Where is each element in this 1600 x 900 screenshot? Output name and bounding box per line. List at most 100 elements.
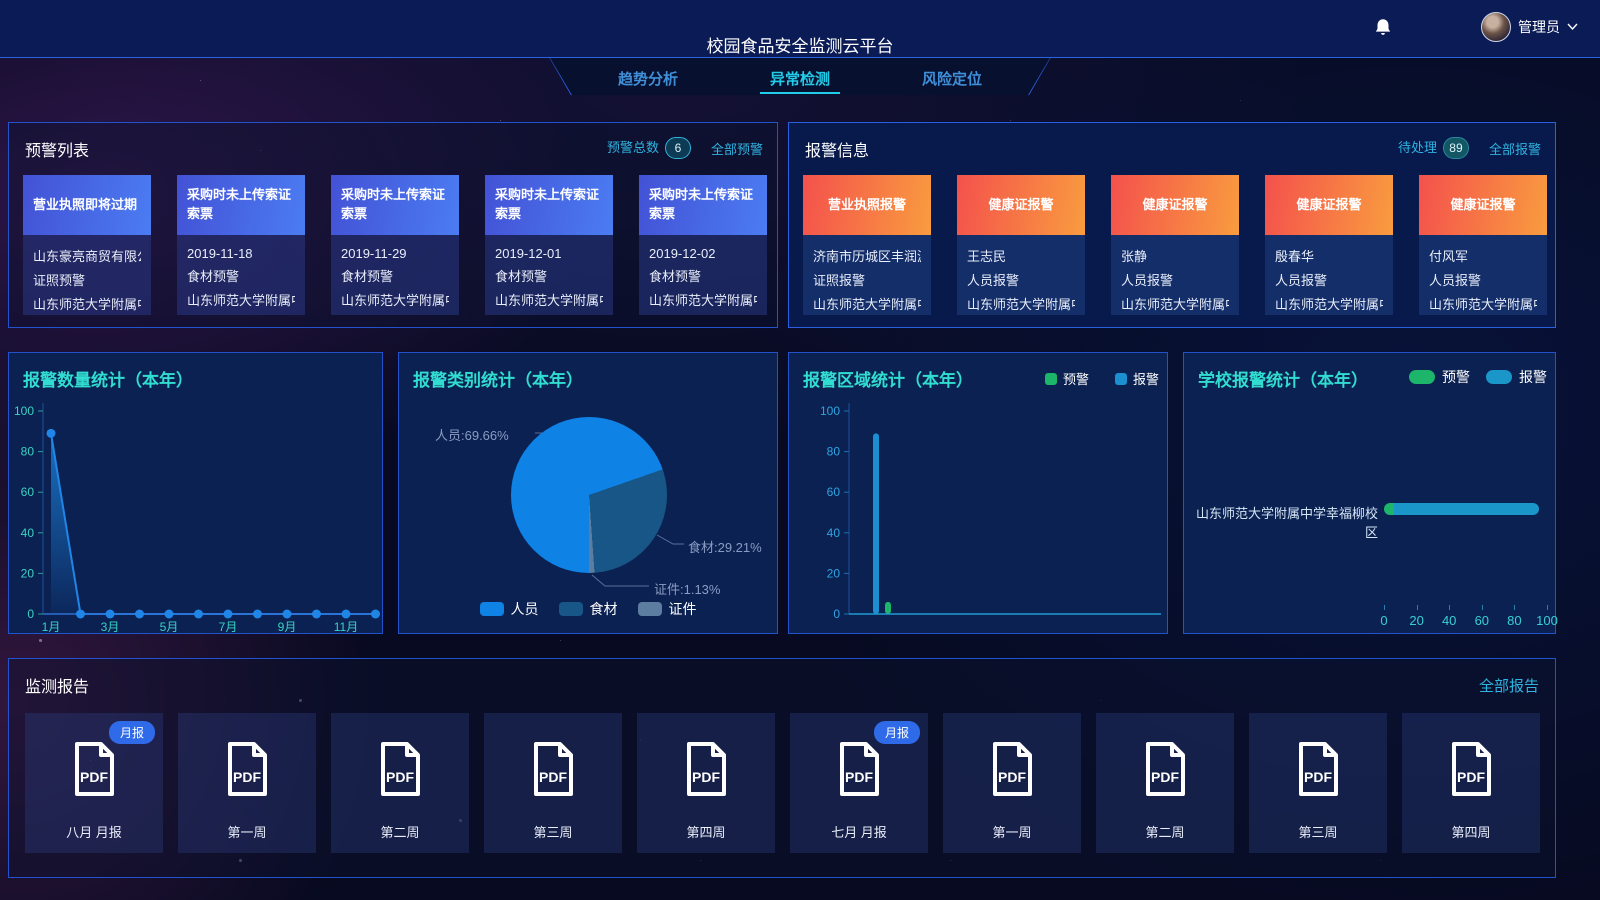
alarm-card-subject: 付风军 bbox=[1429, 249, 1469, 264]
x-tick-label: 100 bbox=[1536, 613, 1558, 628]
school-stacked-bar bbox=[1384, 503, 1547, 515]
alarm-region-bar-chart: 0 20 40 60 80 100 bbox=[820, 403, 1161, 621]
warning-card-school: 山东师范大学附属中... bbox=[341, 293, 449, 308]
warning-card-type: 食材预警 bbox=[495, 269, 548, 284]
alarm-card-type: 人员报警 bbox=[1275, 273, 1328, 288]
report-card[interactable]: 月报 PDF 八月 月报 bbox=[25, 713, 163, 853]
report-card[interactable]: PDF 第二周 bbox=[331, 713, 469, 853]
svg-text:20: 20 bbox=[827, 566, 841, 580]
alarm-card-title: 健康证报警 bbox=[1419, 175, 1547, 235]
monthly-report-badge: 月报 bbox=[873, 721, 920, 744]
report-card[interactable]: PDF 第一周 bbox=[178, 713, 316, 853]
warning-total: 预警总数 6 bbox=[607, 137, 691, 159]
warning-card-title: 采购时未上传索证索票 bbox=[331, 175, 459, 235]
warning-count-badge: 6 bbox=[664, 137, 691, 159]
warning-card-subject: 山东豪亮商贸有限公司 bbox=[33, 249, 141, 264]
monthly-report-badge: 月报 bbox=[108, 721, 155, 744]
report-card-label: 七月 月报 bbox=[831, 825, 887, 840]
alarm-card-title: 健康证报警 bbox=[957, 175, 1085, 235]
all-warnings-link[interactable]: 全部预警 bbox=[710, 141, 763, 157]
report-card[interactable]: PDF 第二周 bbox=[1096, 713, 1234, 853]
user-menu[interactable]: 管理员 bbox=[1481, 12, 1578, 42]
alarm-pending: 待处理 89 bbox=[1398, 137, 1469, 159]
svg-text:PDF: PDF bbox=[998, 769, 1026, 785]
svg-text:20: 20 bbox=[21, 566, 35, 580]
report-card[interactable]: PDF 第一周 bbox=[943, 713, 1081, 853]
alarm-card[interactable]: 健康证报警 王志民 人员报警 山东师范大学附属中... bbox=[957, 175, 1085, 315]
alarm-region-chart-title: 报警区域统计（本年） bbox=[803, 371, 973, 390]
alarm-count-area-chart: 0 20 40 60 80 100 1月 3月 5月 7月 9月 11月 bbox=[14, 403, 380, 634]
legend-item-alarm[interactable]: 报警 bbox=[1486, 367, 1547, 387]
alarm-card[interactable]: 健康证报警 殷春华 人员报警 山东师范大学附属中... bbox=[1265, 175, 1393, 315]
tab-trend-analysis[interactable]: 趋势分析 bbox=[617, 71, 678, 88]
svg-text:PDF: PDF bbox=[1151, 769, 1179, 785]
all-reports-link[interactable]: 全部报告 bbox=[1478, 678, 1539, 695]
report-card-label: 第四周 bbox=[686, 825, 726, 840]
alarm-card-title: 健康证报警 bbox=[1111, 175, 1239, 235]
svg-text:9月: 9月 bbox=[278, 620, 297, 634]
legend-item-alarm[interactable]: 报警 bbox=[1114, 369, 1159, 388]
all-alarms-link[interactable]: 全部报警 bbox=[1488, 141, 1541, 157]
svg-text:0: 0 bbox=[27, 607, 34, 621]
x-tick-label: 40 bbox=[1441, 613, 1457, 628]
warning-card[interactable]: 采购时未上传索证索票 2019-11-29 食材预警 山东师范大学附属中... bbox=[331, 175, 459, 315]
legend-item-personnel[interactable]: 人员 bbox=[479, 599, 539, 619]
notification-bell-icon[interactable] bbox=[1372, 17, 1394, 39]
header-bar: 校园食品安全监测云平台 管理员 bbox=[0, 0, 1600, 57]
alarm-card-title: 营业执照报警 bbox=[803, 175, 931, 235]
tab-anomaly-detection[interactable]: 异常检测 bbox=[724, 58, 876, 95]
alarm-count-chart-panel: 报警数量统计（本年） 0 20 40 60 80 100 1月 3月 5月 7月 9月 11月 bbox=[8, 352, 383, 634]
report-card-label: 第一周 bbox=[227, 825, 267, 840]
svg-text:PDF: PDF bbox=[386, 769, 414, 785]
alarm-card-subject: 王志民 bbox=[967, 249, 1007, 264]
svg-text:PDF: PDF bbox=[539, 769, 567, 785]
alarm-card-school: 山东师范大学附属中... bbox=[967, 297, 1075, 312]
report-card[interactable]: PDF 第四周 bbox=[1402, 713, 1540, 853]
legend-item-warning[interactable]: 预警 bbox=[1044, 369, 1089, 388]
legend-item-ingredients[interactable]: 食材 bbox=[558, 599, 618, 619]
warning-card-type: 食材预警 bbox=[649, 269, 702, 284]
report-card[interactable]: 月报 PDF 七月 月报 bbox=[790, 713, 928, 853]
legend-item-certificates[interactable]: 证件 bbox=[637, 599, 697, 619]
region-chart-legend: 预警 报警 bbox=[1044, 369, 1159, 388]
svg-text:100: 100 bbox=[820, 404, 840, 418]
alarm-card[interactable]: 健康证报警 付风军 人员报警 山东师范大学附属中... bbox=[1419, 175, 1547, 315]
warning-card-date: 2019-12-01 bbox=[495, 246, 562, 261]
svg-text:100: 100 bbox=[14, 404, 34, 418]
pdf-icon: PDF bbox=[228, 742, 267, 796]
alarm-card[interactable]: 营业执照报警 济南市历城区丰润源... 证照报警 山东师范大学附属中... bbox=[803, 175, 931, 315]
svg-text:60: 60 bbox=[21, 485, 35, 499]
alarm-card-type: 人员报警 bbox=[1429, 273, 1482, 288]
legend-item-warning[interactable]: 预警 bbox=[1409, 367, 1470, 387]
report-card[interactable]: PDF 第三周 bbox=[484, 713, 622, 853]
avatar[interactable] bbox=[1481, 12, 1511, 42]
bar-segment-报警 bbox=[1393, 503, 1539, 515]
svg-text:1月: 1月 bbox=[42, 620, 61, 634]
report-card[interactable]: PDF 第四周 bbox=[637, 713, 775, 853]
tab-risk-location[interactable]: 风险定位 bbox=[921, 71, 982, 88]
svg-text:PDF: PDF bbox=[845, 769, 873, 785]
warning-card-school: 山东师范大学附属中... bbox=[649, 293, 757, 308]
alarm-card-type: 证照报警 bbox=[813, 273, 866, 288]
report-card[interactable]: PDF 第三周 bbox=[1249, 713, 1387, 853]
alarm-category-chart-title: 报警类别统计（本年） bbox=[413, 371, 583, 390]
alarm-card-subject: 济南市历城区丰润源... bbox=[813, 249, 921, 264]
warning-card[interactable]: 采购时未上传索证索票 2019-12-01 食材预警 山东师范大学附属中... bbox=[485, 175, 613, 315]
x-tick-label: 60 bbox=[1474, 613, 1490, 628]
warning-card-school: 山东师范大学附属中... bbox=[495, 293, 603, 308]
svg-text:3月: 3月 bbox=[101, 620, 120, 634]
pdf-icon: PDF bbox=[534, 742, 573, 796]
school-alarm-chart-title: 学校报警统计（本年） bbox=[1198, 371, 1368, 390]
alarm-category-chart-panel: 报警类别统计（本年） 人员:69.66% 食材:29.21% 证件:1.13% … bbox=[398, 352, 778, 634]
alarm-card[interactable]: 健康证报警 张静 人员报警 山东师范大学附属中... bbox=[1111, 175, 1239, 315]
warning-card[interactable]: 营业执照即将过期 山东豪亮商贸有限公司 证照预警 山东师范大学附属中... bbox=[23, 175, 151, 315]
warning-card[interactable]: 采购时未上传索证索票 2019-12-02 食材预警 山东师范大学附属中... bbox=[639, 175, 767, 315]
reports-panel-title: 监测报告 bbox=[25, 679, 90, 696]
pie-label-personnel: 人员:69.66% bbox=[435, 428, 509, 443]
warning-card[interactable]: 采购时未上传索证索票 2019-11-18 食材预警 山东师范大学附属中... bbox=[177, 175, 305, 315]
warning-card-title: 采购时未上传索证索票 bbox=[485, 175, 613, 235]
alarm-card-type: 人员报警 bbox=[967, 273, 1020, 288]
